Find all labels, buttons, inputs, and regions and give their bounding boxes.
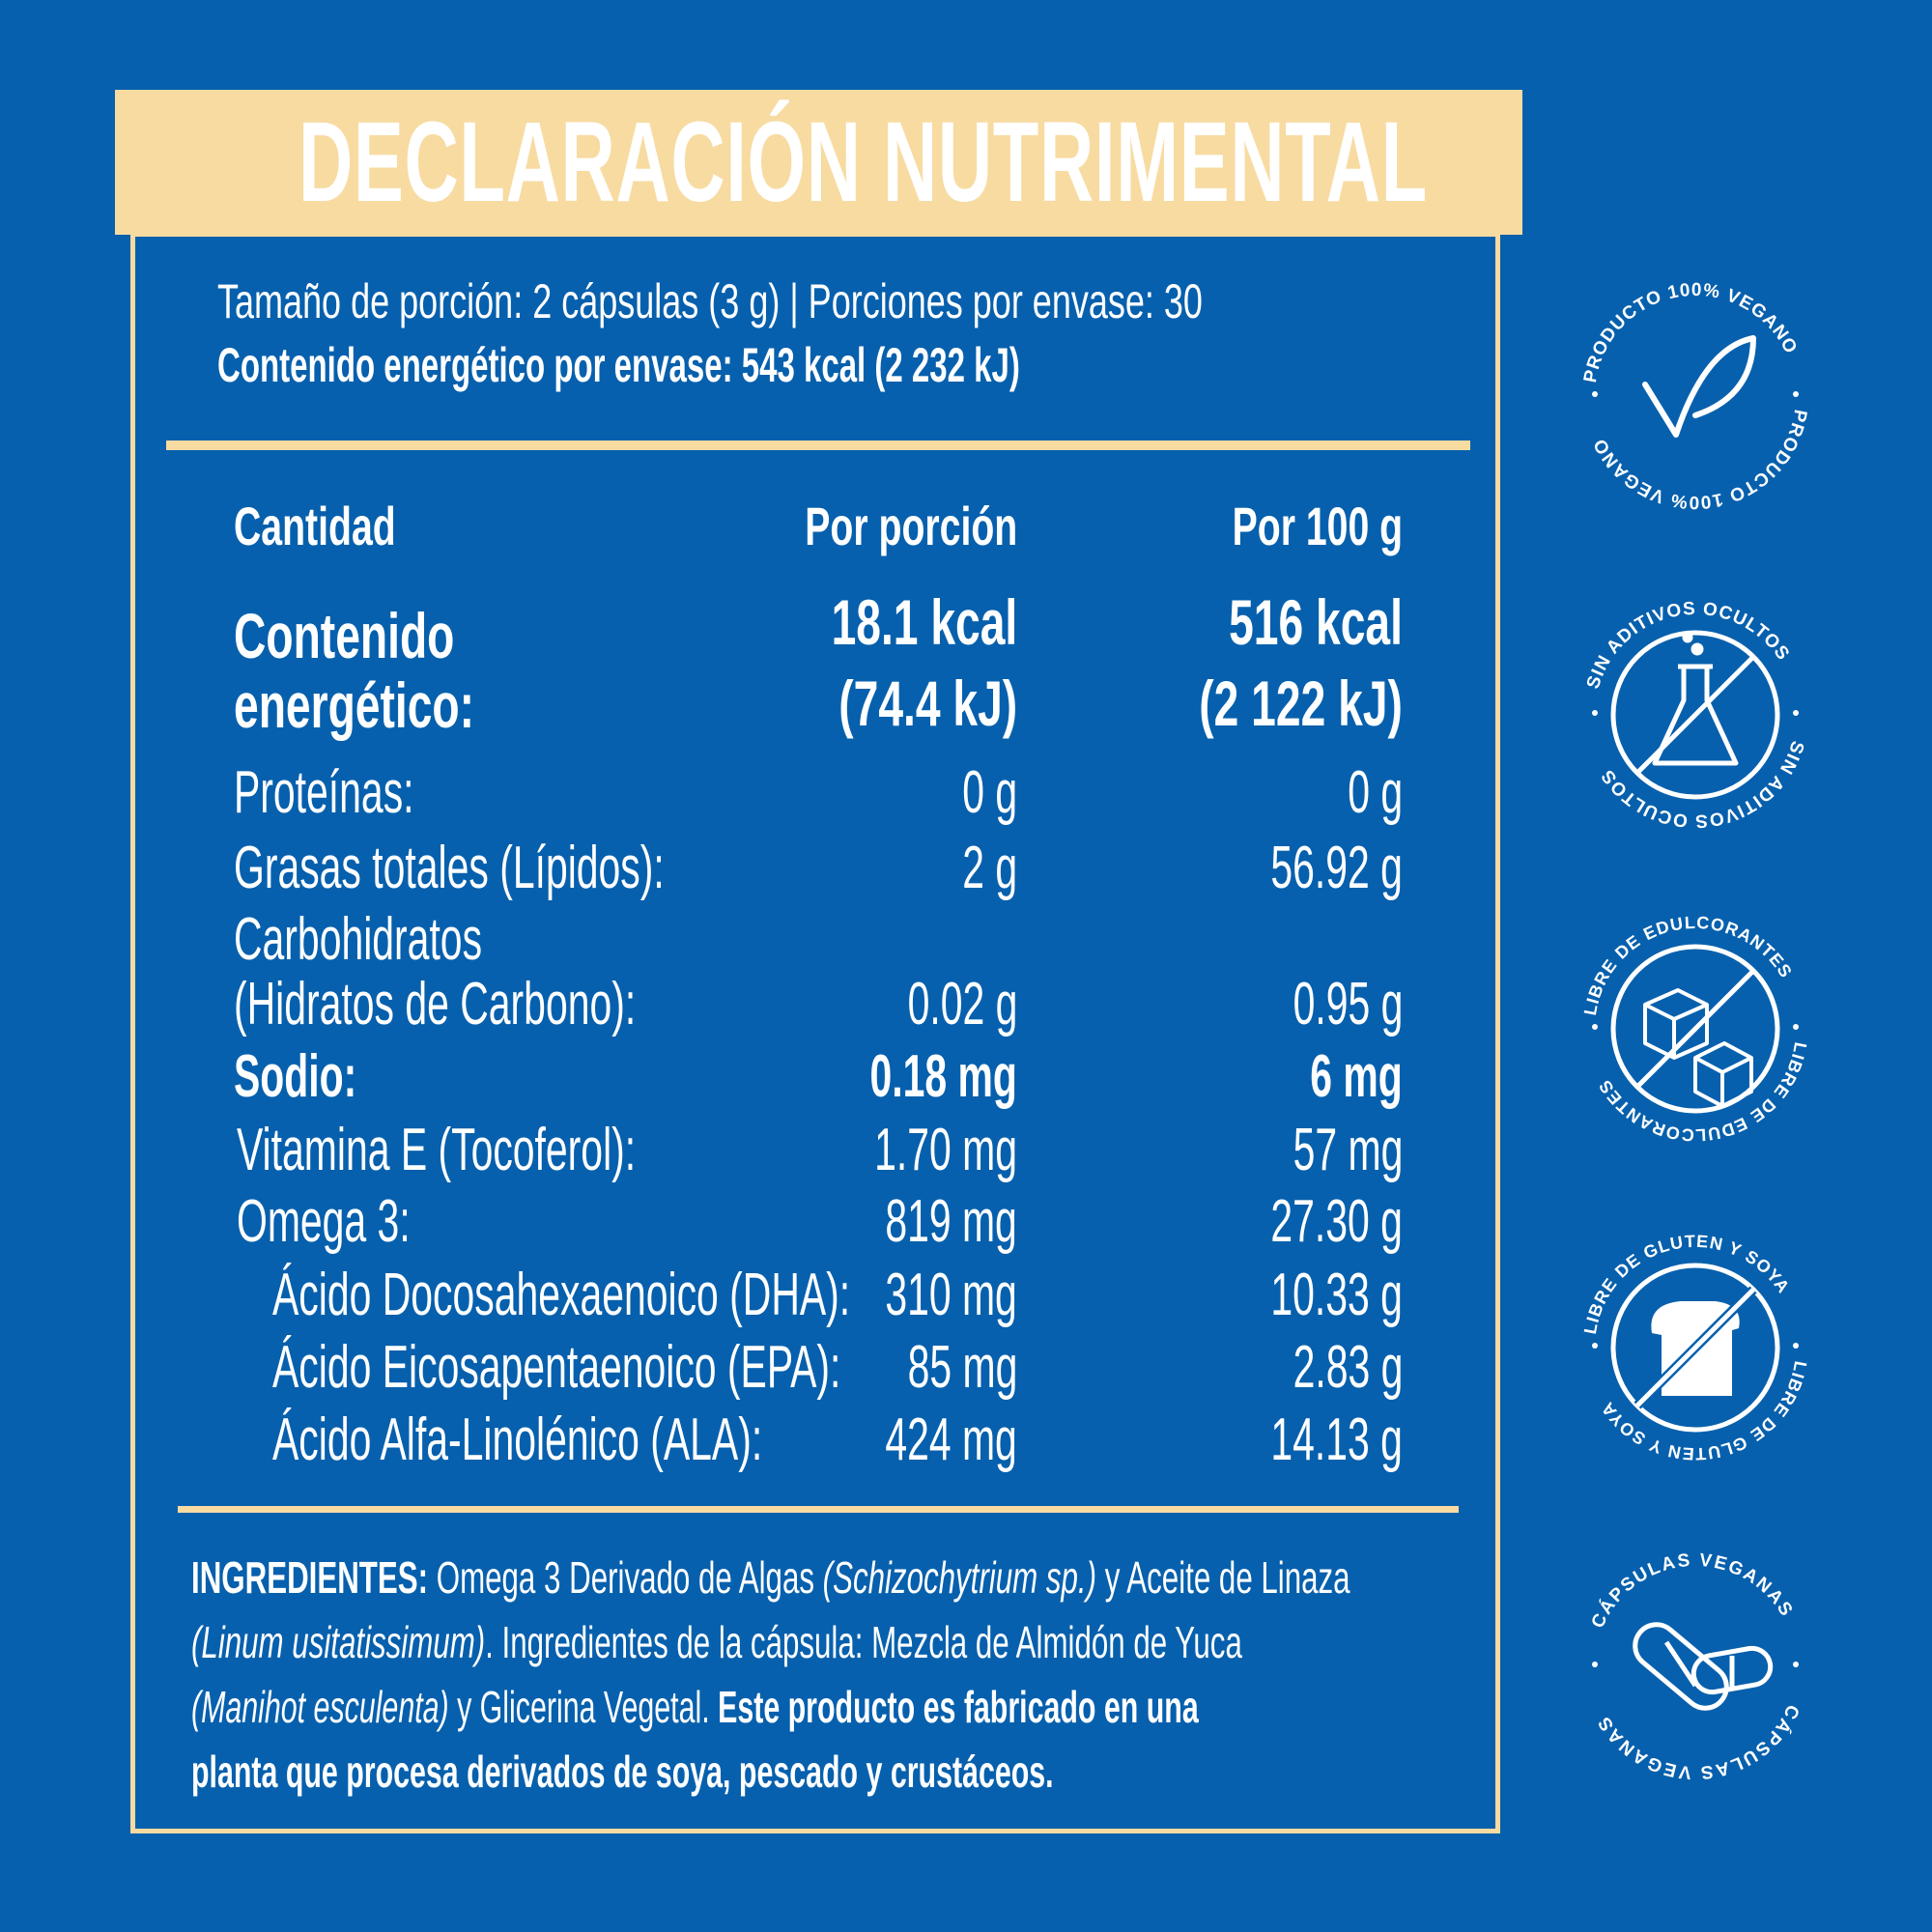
flask-crossed-icon <box>1635 632 1755 775</box>
page-title: DECLARACIÓN NUTRIMENTAL <box>298 99 1428 226</box>
table-row: Carbohidratos <box>234 906 483 973</box>
nutrition-panel <box>130 232 1500 1833</box>
svg-text:PRODUCTO 100% VEGANO: PRODUCTO 100% VEGANO <box>1580 280 1802 384</box>
capsules-icon <box>1633 1622 1774 1711</box>
table-row: Sodio: 0.18 mg 6 mg <box>234 1043 1403 1110</box>
table-row: Omega 3: 819 mg 27.30 g <box>237 1188 1403 1255</box>
vegan-capsules-badge: CÁPSULAS VEGANAS CÁPSULAS VEGANAS <box>1588 1550 1804 1782</box>
table-row: Grasas totales (Lípidos): 2 g 56.92 g <box>234 835 1403 901</box>
table-row: Ácido Alfa-Linolénico (ALA): 424 mg 14.1… <box>272 1406 1403 1473</box>
ingredients-heading: INGREDIENTES: <box>191 1552 429 1603</box>
title-banner: DECLARACIÓN NUTRIMENTAL <box>115 90 1522 235</box>
no-additives-badge: SIN ADITIVOS OCULTOS SIN ADITIVOS OCULTO… <box>1583 599 1807 831</box>
energy-per-serving-kj: (74.4 kJ) <box>838 668 1017 739</box>
svg-text:SIN ADITIVOS OCULTOS: SIN ADITIVOS OCULTOS <box>1597 738 1807 831</box>
divider-bottom <box>178 1506 1459 1513</box>
svg-text:LIBRE DE EDULCORANTES: LIBRE DE EDULCORANTES <box>1580 913 1796 1017</box>
divider-top <box>166 440 1470 450</box>
table-row: Proteínas: 0 g 0 g <box>234 759 1403 826</box>
table-header: Cantidad Por porción Por 100 g <box>0 493 1932 560</box>
header-por-100g: Por 100 g <box>1232 496 1403 556</box>
bread-crossed-icon <box>1634 1286 1757 1409</box>
svg-text:SIN ADITIVOS OCULTOS: SIN ADITIVOS OCULTOS <box>1583 599 1794 692</box>
energy-per-100g-kcal: 516 kcal <box>1229 586 1403 658</box>
table-row: Ácido Docosahexaenoico (DHA): 310 mg 10.… <box>272 1262 1403 1328</box>
svg-text:CÁPSULAS VEGANAS: CÁPSULAS VEGANAS <box>1588 1550 1798 1632</box>
table-row: Ácido Eicosapentaenoico (EPA): 85 mg 2.8… <box>272 1334 1403 1401</box>
table-row: Vitamina E (Tocoferol): 1.70 mg 57 mg <box>237 1117 1403 1183</box>
header-cantidad: Cantidad <box>234 496 396 556</box>
ingredients-block: INGREDIENTES: Omega 3 Derivado de Algas … <box>191 1552 1350 1797</box>
header-por-porcion: Por porción <box>805 496 1017 556</box>
serving-size-line: Tamaño de porción: 2 cápsulas (3 g) | Po… <box>217 274 1203 328</box>
vegan-badge: PRODUCTO 100% VEGANO PRODUCTO 100% VEGAN… <box>1580 280 1811 512</box>
no-sweeteners-badge: LIBRE DE EDULCORANTES LIBRE DE EDULCORAN… <box>1580 913 1809 1145</box>
gluten-soy-free-badge: LIBRE DE GLUTEN Y SOYA LIBRE DE GLUTEN Y… <box>1580 1232 1809 1463</box>
svg-text:CÁPSULAS VEGANAS: CÁPSULAS VEGANAS <box>1594 1701 1804 1782</box>
energy-per-100g-kj: (2 122 kJ) <box>1199 668 1403 739</box>
energy-per-package-line: Contenido energético por envase: 543 kca… <box>217 338 1020 392</box>
leaf-check-icon <box>1642 335 1756 438</box>
svg-text:PRODUCTO 100% VEGANO: PRODUCTO 100% VEGANO <box>1590 408 1811 512</box>
table-row: (Hidratos de Carbono): 0.02 g 0.95 g <box>234 971 1403 1037</box>
energy-per-serving-kcal: 18.1 kcal <box>831 586 1017 658</box>
energy-row-2: energético: (74.4 kJ) (2 122 kJ) <box>234 668 1403 741</box>
sugar-cubes-crossed-icon <box>1635 969 1755 1108</box>
energy-row: Contenido 18.1 kcal 516 kcal <box>234 586 1403 671</box>
